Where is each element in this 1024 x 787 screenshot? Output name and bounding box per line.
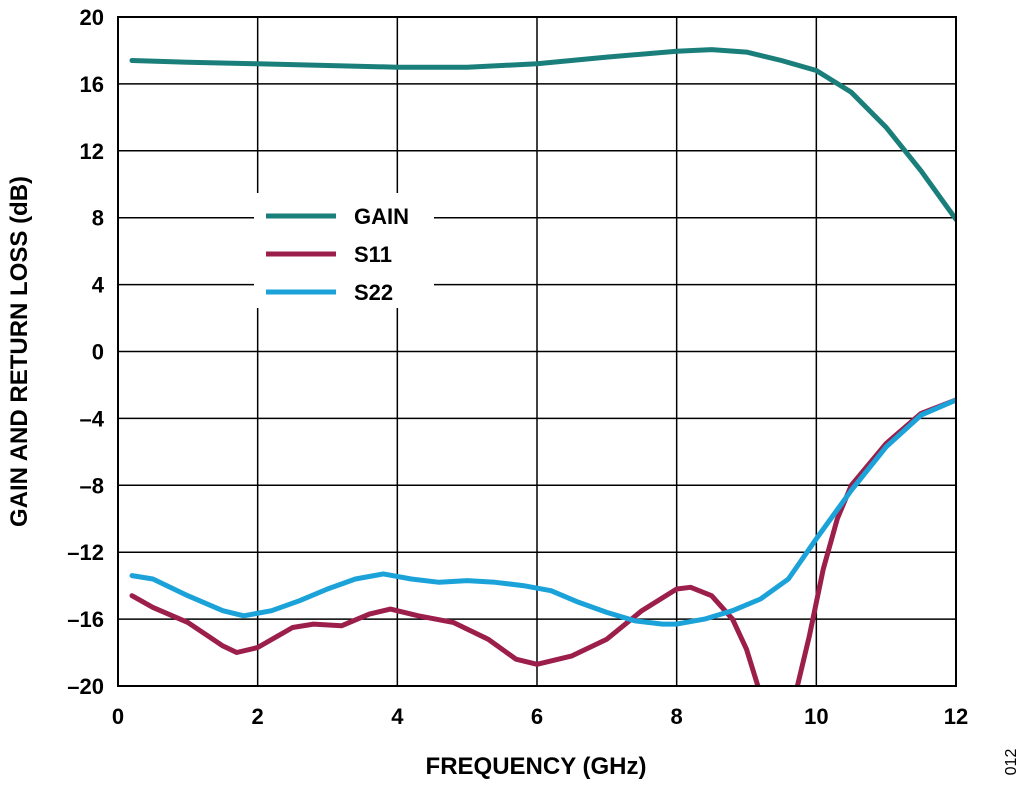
series-group	[129, 47, 956, 686]
y-axis-title: GAIN AND RETURN LOSS (dB)	[6, 176, 33, 527]
y-tick-label: –20	[67, 674, 104, 699]
y-tick-label: 16	[80, 72, 104, 97]
x-tick-labels: 0 2 4 6 8 10 12	[112, 704, 968, 729]
grid	[118, 17, 956, 686]
x-tick-label: 10	[804, 704, 828, 729]
y-tick-label: 20	[80, 5, 104, 30]
figure-id: 012	[1003, 749, 1020, 776]
y-tick-label: –16	[67, 607, 104, 632]
x-tick-label: 12	[944, 704, 968, 729]
y-tick-label: 0	[92, 340, 104, 365]
y-tick-label: –4	[80, 406, 105, 431]
x-axis-title: FREQUENCY (GHz)	[426, 753, 647, 780]
legend-label-gain: GAIN	[354, 204, 409, 229]
series-line-s22	[129, 397, 956, 627]
x-tick-label: 4	[391, 704, 404, 729]
legend-label-s22: S22	[354, 280, 393, 305]
plot-frame	[117, 16, 957, 687]
x-tick-label: 6	[531, 704, 543, 729]
y-tick-label: 8	[92, 206, 104, 231]
legend-label-s11: S11	[354, 242, 392, 267]
x-tick-label: 2	[252, 704, 264, 729]
y-tick-label: –8	[80, 473, 104, 498]
y-tick-labels: 20 16 12 8 4 0 –4 –8 –12 –16 –20	[67, 5, 104, 699]
series-line-s11	[129, 397, 956, 686]
series-line-gain	[129, 47, 956, 222]
legend-background	[254, 193, 434, 308]
x-tick-label: 0	[112, 704, 124, 729]
legend: GAIN S11 S22	[254, 193, 434, 308]
x-tick-label: 8	[671, 704, 683, 729]
y-tick-label: 12	[80, 139, 104, 164]
y-tick-label: –12	[67, 540, 104, 565]
y-tick-label: 4	[92, 273, 105, 298]
